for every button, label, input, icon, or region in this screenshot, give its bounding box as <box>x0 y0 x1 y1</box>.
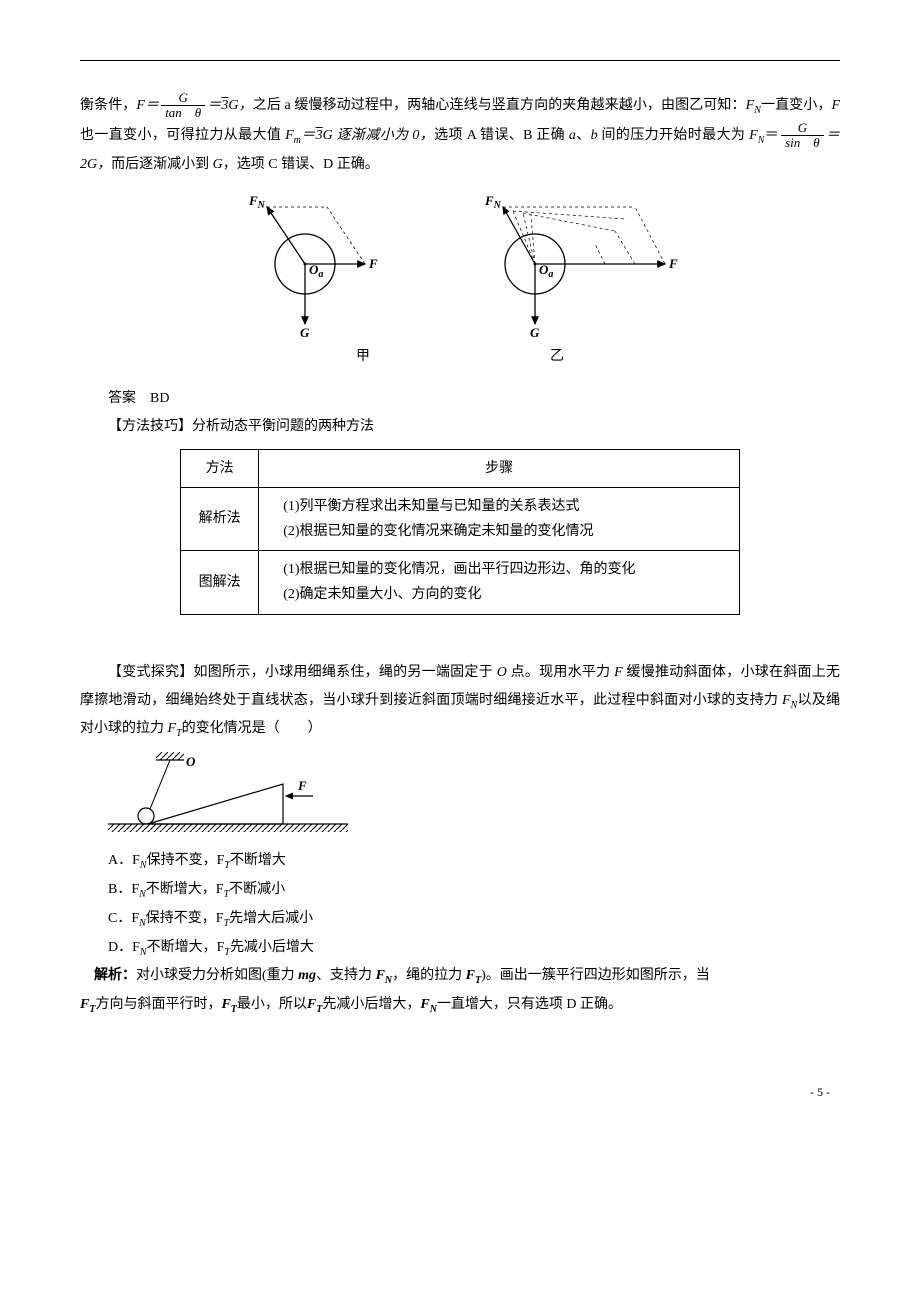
optD-pre: D．F <box>108 940 140 955</box>
variant-paragraph: 【变式探究】如图所示，小球用细绳系住，绳的另一端固定于 O 点。现用水平力 F … <box>80 659 840 745</box>
diagram-jia: Oa G FN F <box>235 189 405 339</box>
p1-F: F＝ <box>136 98 159 113</box>
optA-end: 不断增大 <box>230 853 286 868</box>
r2-step1: (1)根据已知量的变化情况，画出平行四边形边、角的变化 <box>269 557 729 582</box>
optC-end: 先增大后减小 <box>229 911 313 926</box>
optA-subN: N <box>140 860 147 871</box>
diagram-label-left: 甲 <box>356 343 370 371</box>
solution-paragraph: 衡条件，F＝Gtan θ＝3G，之后 a 缓慢移动过程中，两轴心连线与竖直方向的… <box>80 91 840 179</box>
method-heading: 【方法技巧】分析动态平衡问题的两种方法 <box>80 413 840 441</box>
sol2g: F <box>420 997 429 1012</box>
row2-method: 图解法 <box>181 551 259 614</box>
fig1-G-label: G <box>300 325 310 339</box>
fig3-F-label: F <box>297 778 307 793</box>
th-method: 方法 <box>181 449 259 487</box>
r2-step2: (2)确定未知量大小、方向的变化 <box>269 582 729 607</box>
option-B: B．FN不断增大，FT不断减小 <box>80 876 840 905</box>
optC-pre: C．F <box>108 911 139 926</box>
row1-steps: (1)列平衡方程求出未知量与已知量的关系表达式 (2)根据已知量的变化情况来确定… <box>259 487 740 550</box>
frac2-num: G <box>781 121 824 136</box>
optB-subN: N <box>139 889 146 900</box>
frac1-den: tan θ <box>161 106 205 120</box>
variant-text3: 的变化情况是（ ） <box>182 721 322 736</box>
answer-line: 答案 BD <box>80 385 840 413</box>
optA-pre: A．F <box>108 853 140 868</box>
diagram-yi: Oa G FN F <box>465 189 685 339</box>
optD-mid: 不断增大，F <box>147 940 225 955</box>
p1-subm: m <box>294 135 301 146</box>
r1-step2: (2)根据已知量的变化情况来确定未知量的变化情况 <box>269 519 729 544</box>
sol-FN: F <box>376 968 385 983</box>
option-A: A．FN保持不变，FT不断增大 <box>80 847 840 876</box>
optA-mid: 保持不变，F <box>147 853 225 868</box>
frac1-num: G <box>161 91 205 106</box>
frac2-den: sin θ <box>781 136 824 150</box>
sol2h: 一直增大，只有选项 D 正确。 <box>437 997 622 1012</box>
method-table: 方法 步骤 解析法 (1)列平衡方程求出未知量与已知量的关系表达式 (2)根据已… <box>180 449 740 615</box>
problem-figure: O F <box>108 752 840 837</box>
fig1-O-label: Oa <box>309 262 323 280</box>
optC-subN: N <box>139 918 146 929</box>
sol2f: 先减小后增大， <box>322 997 420 1012</box>
fig2-G-label: G <box>530 325 540 339</box>
solution-paragraph-2: 解析：对小球受力分析如图(重力 mg、支持力 FN，绳的拉力 FT)。画出一簇平… <box>80 962 840 991</box>
sol2d: 最小，所以 <box>237 997 307 1012</box>
optD-end: 先减小后增大 <box>230 940 314 955</box>
diagram-label-right: 乙 <box>550 343 564 371</box>
sol2b: 方向与斜面平行时， <box>95 997 221 1012</box>
p1-subN1: N <box>754 105 761 116</box>
fig2-O-label: Oa <box>539 262 553 280</box>
page-top-rule <box>80 60 840 61</box>
fraction-1: Gtan θ <box>161 91 205 121</box>
optB-end: 不断减小 <box>229 882 285 897</box>
row2-steps: (1)根据已知量的变化情况，画出平行四边形边、角的变化 (2)确定未知量大小、方… <box>259 551 740 614</box>
fig2-F-label: F <box>668 256 678 271</box>
sol-mg: mg <box>298 968 316 983</box>
optC-mid: 保持不变，F <box>146 911 224 926</box>
p1-part6: 而后逐渐减小到 G，选项 C 错误、D 正确。 <box>111 157 379 172</box>
diagram-caption-row: 甲 乙 <box>80 343 840 371</box>
solution-label: 解析： <box>94 968 136 983</box>
sol-t1c: ，绳的拉力 <box>392 968 466 983</box>
answer-label: 答案 <box>108 391 136 406</box>
fraction-2: Gsin θ <box>781 121 824 151</box>
sol-FT: F <box>466 968 475 983</box>
fig2-FN-label: FN <box>484 193 502 211</box>
variant-label: 【变式探究】 <box>108 665 194 680</box>
fig1-FN-label: FN <box>248 193 266 211</box>
options-block: A．FN保持不变，FT不断增大 B．FN不断增大，FT不断减小 C．FN保持不变… <box>80 847 840 962</box>
answer-value: BD <box>150 391 169 406</box>
p1-part2: 之后 a 缓慢移动过程中，两轴心连线与竖直方向的夹角越来越小，由图乙可知： <box>253 98 746 113</box>
r1-step1: (1)列平衡方程求出未知量与已知量的关系表达式 <box>269 494 729 519</box>
sol2e: F <box>307 997 316 1012</box>
page-number: - 5 - <box>80 1080 840 1104</box>
p1-FN: F <box>746 98 755 113</box>
fig3-O-label: O <box>186 754 196 769</box>
sol-t1: 对小球受力分析如图(重力 <box>136 968 298 983</box>
variant-text: 如图所示，小球用细绳系住，绳的另一端固定于 O 点。现用水平力 F 缓慢推动斜面… <box>80 665 840 708</box>
p1-part1: 衡条件， <box>80 98 136 113</box>
diagram-row: Oa G FN F Oa G FN F <box>80 189 840 339</box>
p1-sqrt3g-b: ＝3G 逐渐减小为 0， <box>301 128 434 143</box>
fig1-F-label: F <box>368 256 378 271</box>
sol-t1b: 、支持力 <box>316 968 376 983</box>
p1-sqrt3g-a: ＝3G， <box>207 98 253 113</box>
sol2c: F <box>221 997 230 1012</box>
option-C: C．FN保持不变，FT先增大后减小 <box>80 905 840 934</box>
optB-pre: B．F <box>108 882 139 897</box>
optB-mid: 不断增大，F <box>146 882 224 897</box>
option-D: D．FN不断增大，FT先减小后增大 <box>80 934 840 963</box>
th-steps: 步骤 <box>259 449 740 487</box>
sol2a: F <box>80 997 89 1012</box>
optD-subN: N <box>140 946 147 957</box>
p1-part5: 选项 A 错误、B 正确 a、b 间的压力开始时最大为 F <box>434 128 758 143</box>
row1-method: 解析法 <box>181 487 259 550</box>
solution-paragraph-3: FT方向与斜面平行时，FT最小，所以FT先减小后增大，FN一直增大，只有选项 D… <box>80 991 840 1020</box>
sol-t1d: )。画出一簇平行四边形如图所示，当 <box>481 968 710 983</box>
p1-eq2: ＝ <box>764 128 779 143</box>
sol2g-sub: N <box>430 1004 437 1015</box>
